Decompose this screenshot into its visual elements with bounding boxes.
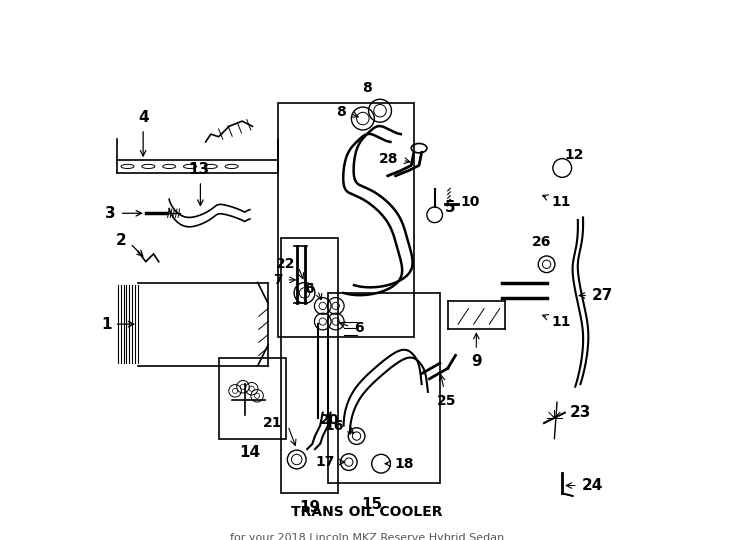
Text: 6: 6: [305, 282, 314, 296]
Text: 13: 13: [189, 163, 210, 177]
Text: TRANS OIL COOLER: TRANS OIL COOLER: [291, 505, 443, 519]
Text: 8: 8: [336, 105, 346, 119]
Bar: [219, 358, 286, 438]
Text: 11: 11: [552, 315, 571, 328]
Text: 20: 20: [320, 414, 340, 428]
Text: 28: 28: [379, 152, 399, 166]
Text: 19: 19: [299, 500, 320, 515]
Text: 14: 14: [239, 445, 261, 460]
Text: for your 2018 Lincoln MKZ Reserve Hybrid Sedan: for your 2018 Lincoln MKZ Reserve Hybrid…: [230, 533, 504, 540]
Bar: [281, 238, 338, 494]
Text: 24: 24: [581, 478, 603, 493]
Text: 9: 9: [471, 354, 482, 369]
Text: 25: 25: [437, 394, 456, 408]
Text: 17: 17: [316, 455, 335, 469]
Text: 26: 26: [531, 235, 551, 248]
Text: 5: 5: [445, 199, 456, 214]
Bar: [328, 293, 440, 483]
Text: 16: 16: [324, 418, 344, 433]
Text: 21: 21: [264, 416, 283, 430]
Text: 4: 4: [138, 110, 148, 125]
Text: 15: 15: [362, 497, 382, 512]
Text: 3: 3: [106, 206, 116, 221]
Text: 12: 12: [565, 148, 584, 162]
Text: 1: 1: [101, 316, 112, 332]
Text: 7: 7: [273, 273, 283, 287]
Text: 2: 2: [116, 233, 126, 248]
Text: 18: 18: [394, 457, 413, 471]
Text: 22: 22: [276, 257, 295, 271]
Text: 27: 27: [592, 288, 614, 303]
Text: 23: 23: [570, 405, 592, 420]
Text: 8: 8: [362, 81, 372, 95]
Text: 6: 6: [354, 321, 363, 335]
Bar: [278, 103, 414, 337]
Text: 11: 11: [552, 195, 571, 209]
Text: 10: 10: [461, 195, 480, 209]
